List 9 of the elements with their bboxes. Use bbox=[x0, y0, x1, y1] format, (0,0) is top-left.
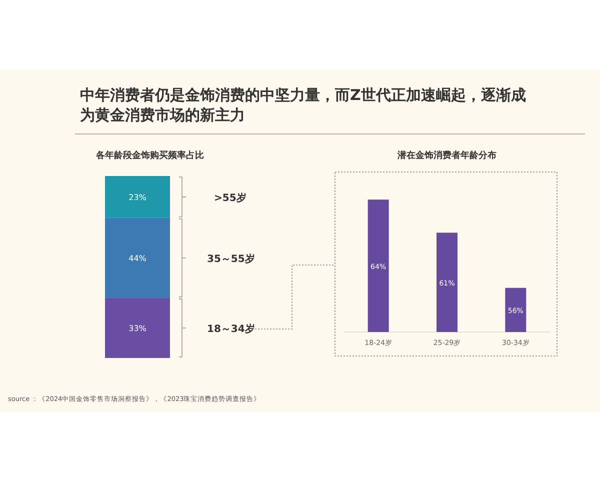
data-label: 33% bbox=[128, 324, 147, 333]
chart-subtitle: 各年龄段金饰购买频率占比 bbox=[95, 150, 204, 161]
data-label: 23% bbox=[128, 192, 147, 202]
text: 18～34岁 bbox=[207, 322, 255, 335]
text: 中年消费者仍是金饰消费的中坚力量，而Z世代正加速崛起，逐渐成为黄金消费市场的新主力 bbox=[80, 86, 526, 124]
text: >55岁 bbox=[214, 192, 246, 204]
data-label: 44% bbox=[128, 254, 147, 263]
text: 35～55岁 bbox=[207, 252, 255, 265]
chart-title: 潜在金饰消费者年龄分布 bbox=[396, 150, 496, 161]
